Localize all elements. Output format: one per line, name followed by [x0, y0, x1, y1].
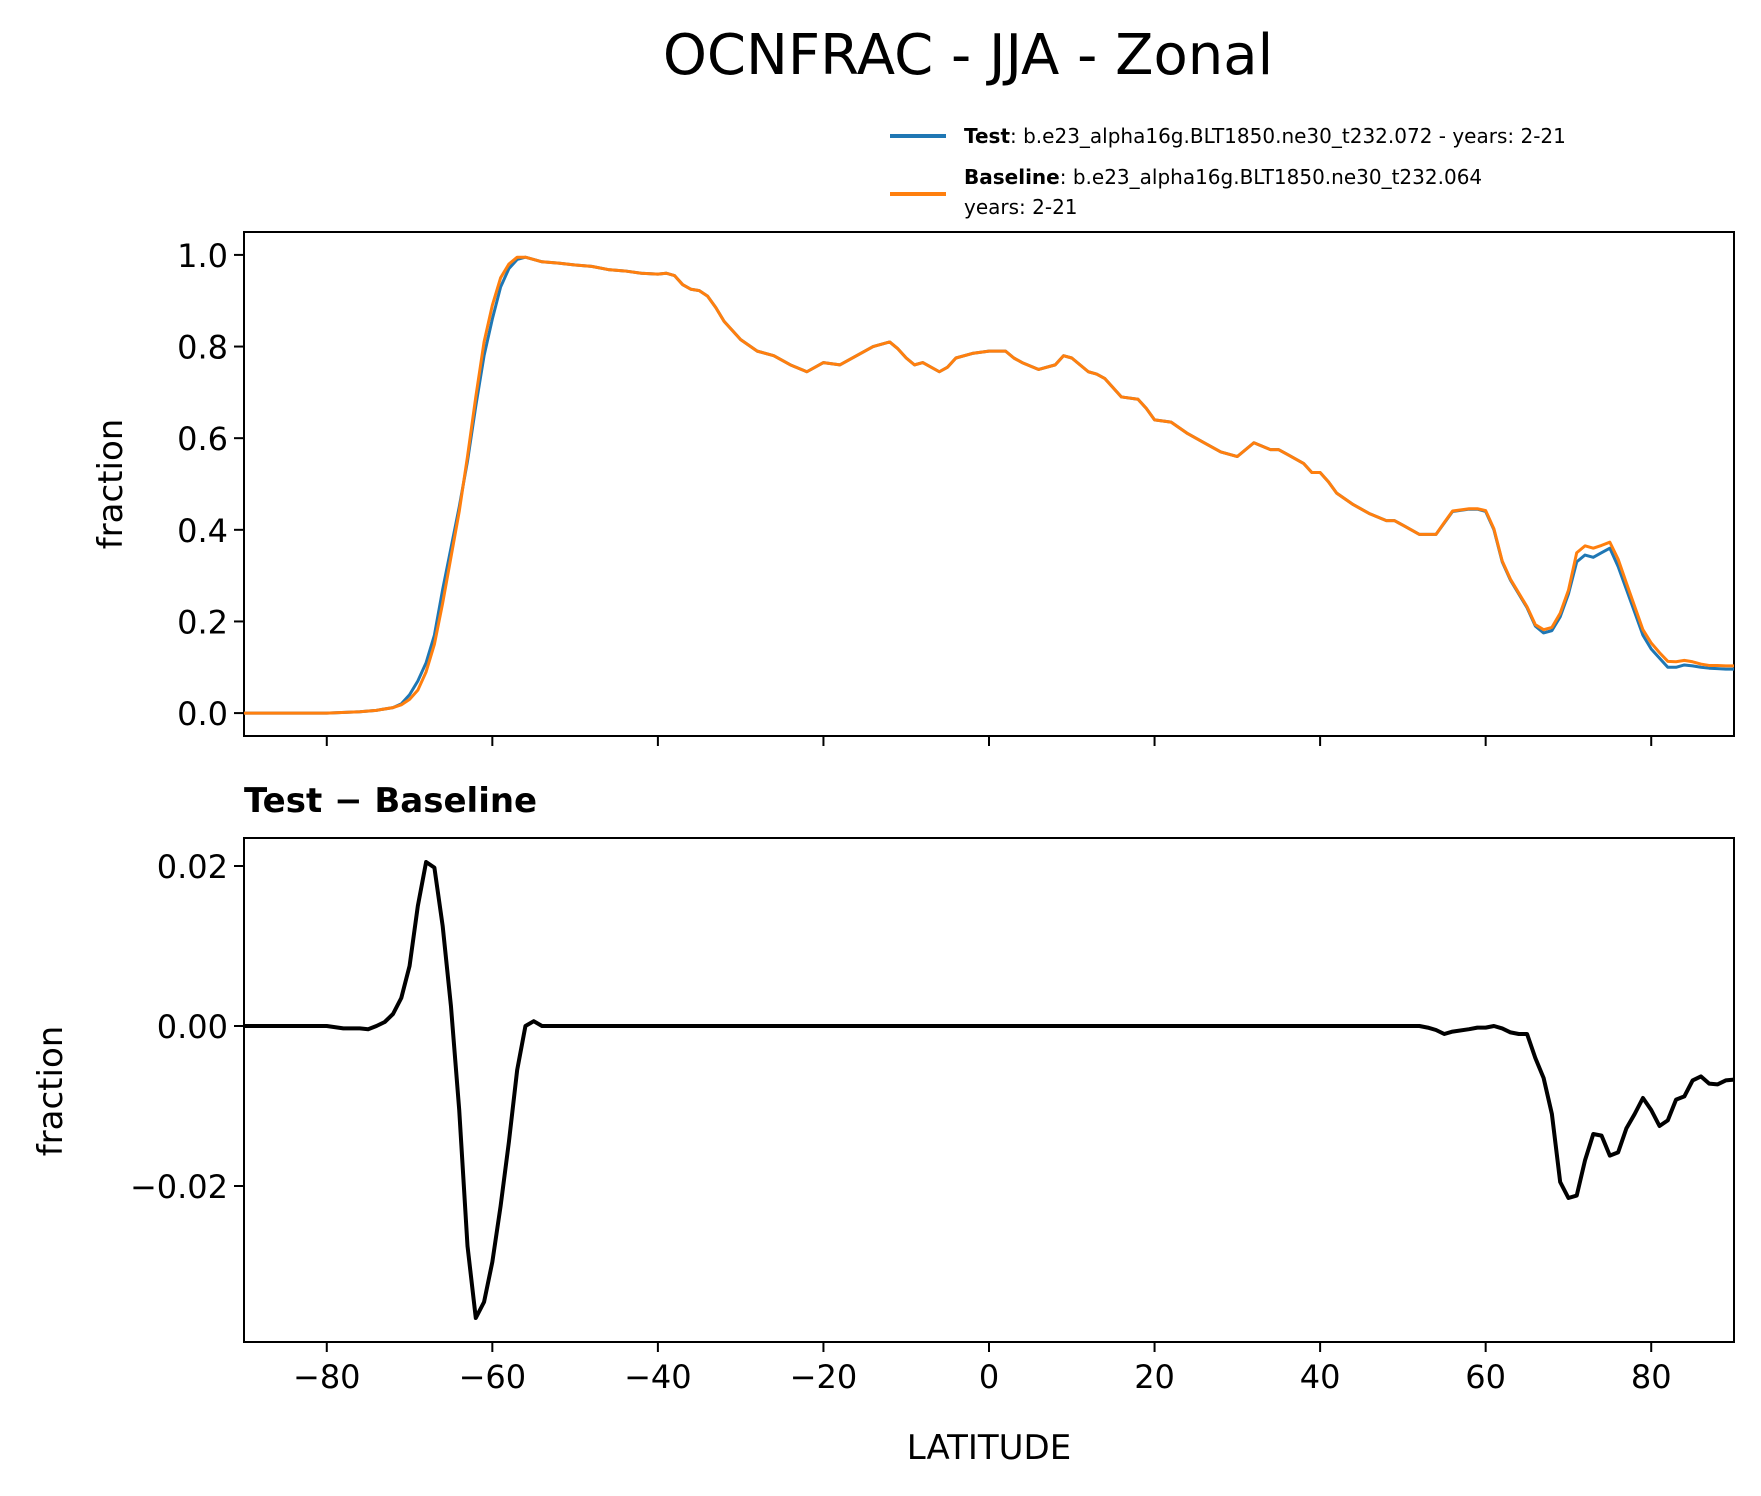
bottom-x-tick-label: −60 [459, 1358, 527, 1396]
bottom-series-lines [244, 860, 1735, 1320]
bottom-x-tick-label: 60 [1465, 1358, 1506, 1396]
top-y-axis-label: fraction [91, 419, 131, 550]
bottom-x-tick-label: 80 [1631, 1358, 1672, 1396]
bottom-y-axis-label: fraction [31, 1026, 71, 1157]
figure-title: OCNFRAC - JJA - Zonal [663, 23, 1273, 88]
top-x-ticks [325, 736, 1653, 746]
difference-series-line [244, 860, 1735, 1320]
bottom-x-ticks: −80 −60 −40 −20 0 20 40 60 80 [293, 1342, 1672, 1396]
top-y-tick-label: 0.2 [177, 603, 228, 641]
top-y-tick-label: 0.8 [177, 329, 228, 367]
bottom-x-tick-label: −80 [293, 1358, 361, 1396]
x-axis-label: LATITUDE [907, 1428, 1071, 1468]
bottom-panel-title: Test − Baseline [244, 781, 537, 821]
legend-test-label: Test: b.e23_alpha16g.BLT1850.ne30_t232.0… [964, 124, 1566, 148]
bottom-y-tick-label: −0.02 [130, 1168, 228, 1206]
bottom-x-tick-label: 40 [1300, 1358, 1341, 1396]
bottom-x-tick-label: −20 [790, 1358, 858, 1396]
top-y-ticks: 0.0 0.2 0.4 0.6 0.8 1.0 [177, 237, 244, 733]
bottom-x-tick-label: −40 [624, 1358, 692, 1396]
top-series-lines [244, 255, 1734, 715]
legend-test-name: Test [964, 124, 1010, 148]
bottom-y-ticks: −0.02 0.00 0.02 [130, 848, 244, 1206]
bottom-x-tick-label: 0 [979, 1358, 999, 1396]
top-y-tick-label: 1.0 [177, 237, 228, 275]
bottom-x-tick-label: 20 [1134, 1358, 1175, 1396]
top-y-tick-label: 0.4 [177, 512, 228, 550]
legend: Test: b.e23_alpha16g.BLT1850.ne30_t232.0… [890, 124, 1566, 219]
top-y-tick-label: 0.0 [177, 695, 228, 733]
top-panel: 0.0 0.2 0.4 0.6 0.8 1.0 fraction [91, 231, 1735, 746]
legend-baseline-desc: : b.e23_alpha16g.BLT1850.ne30_t232.064 [1060, 165, 1482, 189]
bottom-y-tick-label: 0.00 [157, 1008, 228, 1046]
legend-baseline-label: Baseline: b.e23_alpha16g.BLT1850.ne30_t2… [964, 165, 1482, 189]
legend-baseline-years: years: 2-21 [964, 195, 1078, 219]
bottom-panel: Test − Baseline −0.020.000.02 −80 −60 −40−… [31, 781, 1735, 1468]
top-y-tick-label: 0.6 [177, 420, 228, 458]
bottom-y-tick-label: 0.02 [157, 848, 228, 886]
baseline-series-line [244, 255, 1734, 715]
legend-test-desc: : b.e23_alpha16g.BLT1850.ne30_t232.072 -… [1010, 124, 1566, 148]
legend-baseline-name: Baseline [964, 165, 1060, 189]
